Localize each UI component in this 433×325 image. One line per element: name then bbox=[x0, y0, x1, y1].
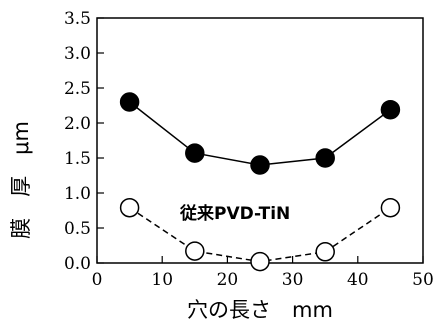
series-1 bbox=[119, 92, 401, 175]
series-layer bbox=[119, 92, 401, 272]
series-1-point bbox=[315, 148, 335, 168]
x-tick-label: 10 bbox=[151, 270, 173, 290]
plot-frame bbox=[96, 17, 424, 264]
series-1-point bbox=[185, 143, 205, 163]
series-2 bbox=[119, 197, 401, 272]
y-tick-label: 0.5 bbox=[64, 219, 91, 239]
y-tick-label: 3.0 bbox=[64, 44, 91, 64]
axis-ticks bbox=[96, 17, 424, 264]
x-tick-label: 50 bbox=[412, 270, 433, 290]
x-tick-label: 0 bbox=[92, 270, 103, 290]
series-1-point bbox=[250, 155, 270, 175]
x-tick-label: 30 bbox=[282, 270, 304, 290]
y-axis-title: 膜 厚 μm bbox=[9, 121, 33, 239]
y-tick-label: 1.0 bbox=[64, 184, 91, 204]
x-tick-label: 20 bbox=[217, 270, 239, 290]
y-tick-label: 3.5 bbox=[64, 9, 91, 29]
series-1-point bbox=[119, 92, 140, 112]
series-2-point bbox=[185, 241, 205, 261]
y-tick-label: 2.5 bbox=[64, 79, 91, 99]
series-2-point bbox=[380, 197, 401, 218]
series-2-point bbox=[250, 251, 270, 272]
series-2-point bbox=[315, 242, 335, 262]
series-2-point bbox=[119, 197, 140, 218]
y-tick-label: 1.5 bbox=[64, 149, 91, 169]
axis-tick-labels: 0.0 0.5 1.0 1.5 2.0 2.5 3.0 3.5 0 10 20 30 40 50 bbox=[64, 9, 433, 290]
series-1-point bbox=[380, 99, 401, 120]
y-tick-label: 0.0 bbox=[64, 254, 91, 274]
series-annotation: 従来PVD-TiN bbox=[179, 203, 290, 224]
y-tick-label: 2.0 bbox=[64, 114, 91, 134]
x-axis-title: 穴の長さ mm bbox=[187, 298, 333, 322]
x-tick-label: 40 bbox=[347, 270, 369, 290]
